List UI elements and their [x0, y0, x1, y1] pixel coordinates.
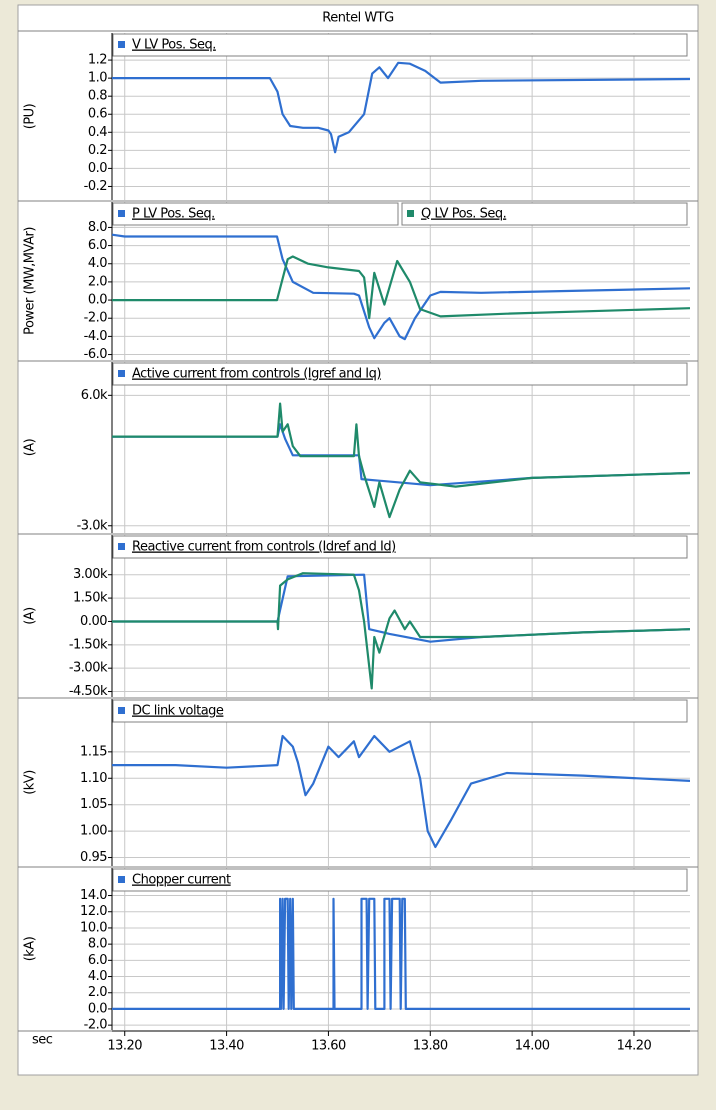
legend-box	[112, 362, 688, 386]
y-tick-label: 8.0	[88, 937, 107, 952]
y-tick-label: -1.50k	[69, 637, 108, 652]
x-tick-label: 13.80	[413, 1039, 448, 1054]
y-tick-label: 12.0	[80, 904, 107, 919]
series-line	[112, 402, 690, 519]
legend-swatch	[118, 876, 125, 883]
y-tick-label: 0.0	[88, 293, 107, 308]
legend-label: Chopper current	[132, 873, 231, 888]
y-tick-label: 0.6	[88, 107, 107, 122]
y-tick-label: -4.50k	[69, 684, 108, 699]
y-tick-label: 0.0	[88, 161, 107, 176]
y-axis-label: (A)	[23, 439, 38, 457]
legend-label: P LV Pos. Seq.	[132, 207, 215, 222]
legend-swatch	[407, 210, 414, 217]
y-axis-label: (kV)	[23, 770, 38, 795]
y-tick-label: 1.50k	[73, 591, 108, 606]
x-tick-label: 13.60	[311, 1039, 346, 1054]
y-tick-label: 1.10	[80, 771, 107, 786]
y-tick-label: 10.0	[80, 920, 107, 935]
legend-box	[112, 535, 688, 559]
y-tick-label: -0.2	[84, 179, 107, 194]
legend-label: Reactive current from controls (Idref an…	[132, 540, 396, 555]
chart-title: Rentel WTG	[322, 11, 393, 26]
y-tick-label: -2.0	[84, 1018, 108, 1033]
y-tick-label: 1.2	[88, 53, 107, 68]
series-line	[112, 61, 690, 154]
y-tick-label: 8.0	[88, 220, 107, 235]
y-axis-label: (PU)	[23, 104, 38, 130]
y-tick-label: -3.0k	[77, 518, 108, 533]
y-tick-label: -3.00k	[69, 661, 108, 676]
y-tick-label: 0.00	[80, 614, 107, 629]
y-tick-label: 0.8	[88, 89, 107, 104]
y-axis-label: (kA)	[23, 937, 38, 962]
series-line	[112, 897, 690, 1010]
y-tick-label: 1.0	[88, 71, 107, 86]
x-tick-label: 13.40	[209, 1039, 244, 1054]
y-tick-label: 6.0	[88, 953, 107, 968]
x-tick-label: 14.20	[617, 1039, 652, 1054]
y-tick-label: 6.0k	[81, 388, 108, 403]
legend-swatch	[118, 543, 125, 550]
legend-box	[112, 33, 688, 57]
y-tick-label: 1.05	[80, 797, 107, 812]
y-tick-label: 0.0	[88, 1001, 107, 1016]
legend-label: Active current from controls (Igref and …	[132, 367, 381, 382]
legend-label: V LV Pos. Seq.	[132, 38, 216, 53]
x-axis-label: sec	[32, 1033, 53, 1048]
y-tick-label: 14.0	[80, 888, 107, 903]
series-line	[112, 255, 690, 320]
y-tick-label: 0.95	[80, 850, 107, 865]
y-axis-label: Power (MW,MVAr)	[23, 227, 38, 335]
y-tick-label: 1.00	[80, 824, 107, 839]
y-tick-label: 2.0	[88, 274, 107, 289]
legend-box	[112, 699, 688, 723]
y-tick-label: -6.0	[84, 347, 108, 362]
x-tick-label: 14.00	[515, 1039, 550, 1054]
x-tick-label: 13.20	[107, 1039, 142, 1054]
legend-box	[112, 202, 399, 226]
y-axis-label: (A)	[23, 607, 38, 625]
y-tick-label: 0.4	[88, 125, 107, 140]
series-line	[112, 734, 690, 849]
y-tick-label: 3.00k	[73, 567, 108, 582]
y-tick-label: 2.0	[88, 985, 107, 1000]
y-tick-label: -2.0	[84, 311, 108, 326]
legend-swatch	[118, 370, 125, 377]
legend-box	[401, 202, 688, 226]
y-tick-label: 1.15	[80, 744, 107, 759]
y-tick-label: -4.0	[84, 329, 108, 344]
legend-box	[112, 868, 688, 892]
y-tick-label: 4.0	[88, 969, 107, 984]
legend-label: Q LV Pos. Seq.	[421, 207, 506, 222]
series-line	[112, 572, 690, 690]
legend-swatch	[118, 707, 125, 714]
legend-swatch	[118, 210, 125, 217]
legend-label: DC link voltage	[132, 704, 224, 719]
series-line	[112, 233, 690, 341]
y-tick-label: 0.2	[88, 143, 107, 158]
y-tick-label: 4.0	[88, 256, 107, 271]
y-tick-label: 6.0	[88, 238, 107, 253]
legend-swatch	[118, 41, 125, 48]
